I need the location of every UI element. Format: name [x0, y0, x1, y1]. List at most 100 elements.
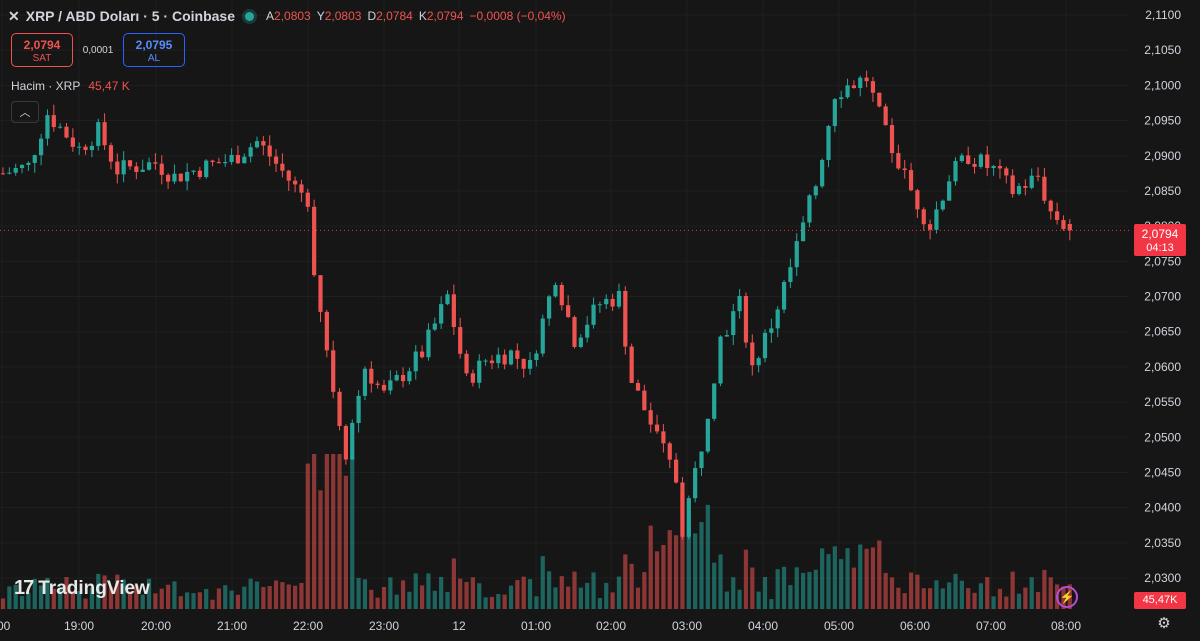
- volume-bar: [578, 587, 583, 609]
- candle-body: [667, 443, 672, 460]
- candle-body: [273, 156, 279, 164]
- candle-body: [280, 163, 285, 171]
- candle-body: [851, 85, 856, 88]
- candle-body: [229, 154, 234, 162]
- candle-body: [756, 358, 761, 366]
- volume-bar: [699, 522, 704, 609]
- candle-body: [940, 200, 945, 210]
- volume-bar: [350, 456, 355, 609]
- candle-body: [1042, 176, 1047, 201]
- candle-body: [127, 160, 133, 167]
- volume-bar: [45, 577, 50, 609]
- volume-bar: [724, 591, 729, 609]
- candle-body: [26, 162, 31, 165]
- volume-bar: [731, 577, 736, 609]
- volume-bar: [153, 593, 158, 609]
- buy-label: AL: [147, 53, 161, 64]
- spread-value: 0,0001: [82, 44, 114, 56]
- volume-bar: [1042, 569, 1047, 609]
- symbol-title[interactable]: XRP / ABD Doları · 5 · Coinbase: [25, 8, 235, 24]
- trade-panel: 2,0794 SAT 0,0001 2,0795 AL: [11, 33, 185, 67]
- volume-bar: [369, 589, 374, 609]
- candle-body: [762, 332, 768, 359]
- candle-body: [172, 173, 177, 182]
- x-tick-label: 19:00: [64, 619, 94, 633]
- volume-bar: [635, 587, 641, 609]
- volume-bar: [210, 599, 215, 609]
- volume-bar: [896, 587, 901, 609]
- y-tick-label: 2,0550: [1144, 395, 1181, 409]
- volume-bar: [400, 580, 406, 609]
- candle-body: [743, 295, 749, 343]
- candle-body: [934, 209, 939, 230]
- candle-body: [19, 164, 25, 169]
- volume-bar: [337, 454, 342, 609]
- candle-body: [585, 324, 590, 338]
- volume-bar: [718, 554, 723, 609]
- volume-bar: [610, 592, 615, 609]
- gear-icon[interactable]: ⚙: [1157, 615, 1171, 632]
- volume-bar: [629, 563, 634, 609]
- candle-body: [1023, 186, 1028, 188]
- volume-bar: [261, 587, 266, 609]
- candle-body: [58, 126, 63, 128]
- candle-body: [610, 298, 615, 307]
- candle-body: [807, 195, 812, 223]
- tradingview-logo[interactable]: 17 TradingView: [14, 577, 150, 600]
- volume-bar: [902, 593, 907, 609]
- candle-body: [413, 351, 418, 372]
- candle-body: [674, 459, 679, 483]
- time-axis[interactable]: :00 19:00 20:00 21:00 22:00 23:00 12 01:00 02:00…: [0, 619, 1081, 633]
- candle-body: [997, 166, 1003, 169]
- volume-bar: [127, 591, 133, 609]
- volume-bar: [470, 577, 475, 609]
- volume-bar: [978, 583, 983, 609]
- y-tick-label: 2,0850: [1144, 184, 1181, 198]
- buy-button[interactable]: 2,0795 AL: [123, 33, 185, 67]
- x-tick-label: 05:00: [824, 619, 854, 633]
- y-tick-label: 2,0900: [1144, 149, 1181, 163]
- candle-body: [96, 122, 101, 146]
- volume-bar: [305, 463, 310, 609]
- candle-body: [293, 180, 298, 185]
- volume-bar: [908, 572, 914, 609]
- collapse-legend-button[interactable]: ︿: [11, 101, 39, 123]
- volume-bar: [286, 584, 291, 609]
- x-tick-label: :00: [0, 619, 11, 633]
- lightning-icon[interactable]: ⚡: [1056, 586, 1078, 608]
- volume-bar: [489, 596, 495, 609]
- ohlc-high-key: Y: [316, 9, 325, 23]
- volume-bar: [1029, 577, 1034, 609]
- candle-body: [572, 317, 577, 347]
- candle-body: [140, 169, 145, 172]
- sell-button[interactable]: 2,0794 SAT: [11, 33, 73, 67]
- candle-body: [680, 482, 685, 537]
- volume-bar: [966, 588, 971, 609]
- volume-bar: [445, 592, 450, 609]
- x-tick-label: 21:00: [217, 619, 247, 633]
- candle-body: [331, 350, 336, 392]
- candle-body: [661, 431, 666, 444]
- volume-bar: [102, 575, 107, 609]
- volume-bar: [451, 558, 456, 609]
- volume-bar: [267, 586, 272, 609]
- candle-body: [883, 106, 888, 126]
- exchange-x-icon[interactable]: ✕: [8, 7, 20, 24]
- volume-bar: [813, 569, 818, 609]
- x-tick-label: 02:00: [596, 619, 626, 633]
- candle-body: [985, 154, 990, 169]
- volume-bar: [883, 572, 888, 609]
- volume-bar: [807, 571, 812, 609]
- candle-body: [51, 115, 56, 128]
- candle-body: [77, 146, 82, 148]
- y-tick-label: 2,0500: [1144, 430, 1181, 444]
- volume-bar: [743, 549, 749, 609]
- volume-bar: [585, 582, 590, 609]
- volume-bar: [534, 596, 539, 609]
- candle-body: [648, 410, 653, 425]
- volume-axis-tag: 45,47K: [1134, 592, 1186, 609]
- volume-legend[interactable]: Hacim · XRP 45,47 K: [11, 79, 130, 93]
- volume-bar: [845, 548, 850, 609]
- volume-bar: [1016, 593, 1022, 609]
